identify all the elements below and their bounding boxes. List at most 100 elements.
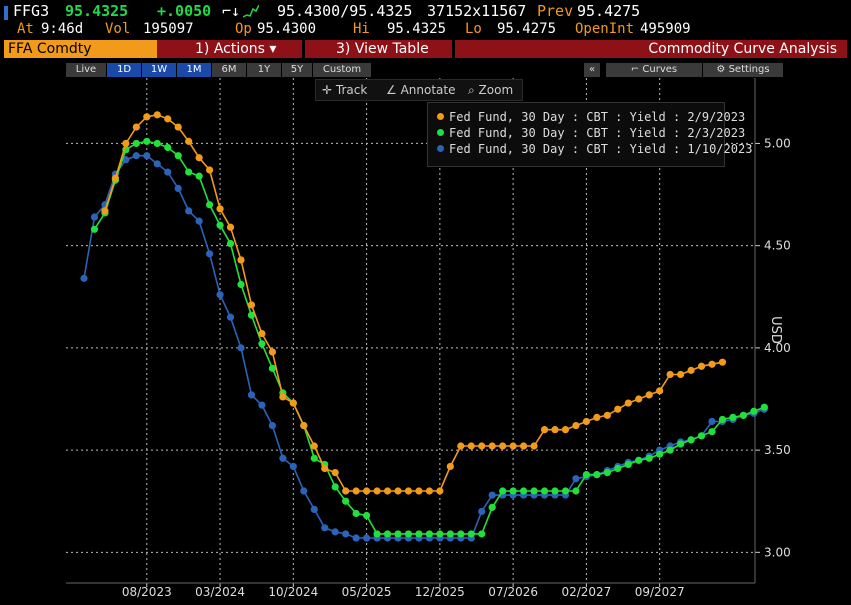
range-6m-button[interactable]: 6M xyxy=(212,63,247,77)
data-point xyxy=(425,530,433,538)
settings-button[interactable]: ⚙ Settings xyxy=(703,63,784,77)
price-change: +.0050 xyxy=(157,2,212,20)
function-bar: FFA Comdty 1) Actions ▾ 3) View Table Co… xyxy=(0,40,851,58)
legend-label: Fed Fund, 30 Day : CBT : Yield : 2/9/202… xyxy=(449,110,746,124)
y-tick-label: 3.00 xyxy=(764,545,791,559)
data-point xyxy=(300,421,308,430)
function-title: Commodity Curve Analysis xyxy=(455,40,847,58)
x-tick-label: 10/2024 xyxy=(268,585,318,599)
data-point xyxy=(342,530,350,538)
data-point xyxy=(729,413,737,421)
annotate-tool[interactable]: ∠ Annotate xyxy=(386,82,456,98)
data-point xyxy=(101,207,109,215)
data-point xyxy=(697,432,706,440)
range-custom-button[interactable]: Custom xyxy=(313,63,372,77)
legend-item-series-3[interactable]: Fed Fund, 30 Day : CBT : Yield : 1/10/20… xyxy=(437,142,752,157)
data-point xyxy=(195,154,203,162)
magnifier-icon: ⌕ xyxy=(468,83,479,97)
data-point xyxy=(760,403,768,411)
range-1d-button[interactable]: 1D xyxy=(107,63,142,77)
data-point xyxy=(718,415,727,424)
open-value: 95.4300 xyxy=(257,21,317,37)
chart-legend: Fed Fund, 30 Day : CBT : Yield : 2/9/202… xyxy=(427,102,752,167)
security-input[interactable]: FFA Comdty xyxy=(4,40,158,58)
data-point xyxy=(572,421,580,430)
range-5y-button[interactable]: 5Y xyxy=(282,63,313,77)
collapse-button[interactable]: « xyxy=(584,63,601,77)
legend-marker-icon xyxy=(437,113,444,120)
data-point xyxy=(739,411,748,419)
range-1w-button[interactable]: 1W xyxy=(142,63,177,77)
data-point xyxy=(687,366,695,374)
range-1y-button[interactable]: 1Y xyxy=(247,63,282,77)
annotate-label: Annotate xyxy=(400,83,456,97)
legend-label: Fed Fund, 30 Day : CBT : Yield : 1/10/20… xyxy=(449,142,753,156)
x-tick-label: 09/2027 xyxy=(635,585,685,599)
data-point xyxy=(624,399,632,407)
y-axis: 3.00 3.50 4.00 4.50 5.00 xyxy=(754,78,791,583)
data-point xyxy=(499,487,507,495)
data-point xyxy=(153,139,161,148)
range-1m-button[interactable]: 1M xyxy=(177,63,212,77)
data-point xyxy=(258,340,266,348)
data-point xyxy=(677,440,685,448)
data-point xyxy=(394,487,402,495)
data-point xyxy=(321,524,329,532)
data-point xyxy=(331,528,339,536)
data-point xyxy=(478,507,486,516)
data-point xyxy=(289,399,297,407)
data-point xyxy=(520,487,528,495)
zoom-tool[interactable]: ⌕ Zoom xyxy=(468,82,513,98)
data-point xyxy=(614,405,622,413)
data-point xyxy=(321,464,329,473)
data-point xyxy=(268,348,276,356)
track-tool[interactable]: ✛ Track xyxy=(322,82,367,98)
data-point xyxy=(540,426,549,434)
data-point xyxy=(206,201,214,209)
y-tick-label: 4.00 xyxy=(764,341,791,355)
data-point xyxy=(247,311,256,319)
data-point xyxy=(708,360,716,368)
data-point xyxy=(153,160,161,168)
data-point xyxy=(300,487,308,495)
data-point xyxy=(185,207,193,215)
openint-value: 495909 xyxy=(640,21,691,37)
data-point xyxy=(446,530,454,538)
data-point xyxy=(363,534,371,542)
data-point xyxy=(488,503,496,511)
curves-button[interactable]: ⌐ Curves xyxy=(606,63,703,77)
data-point xyxy=(132,152,140,160)
data-point xyxy=(467,530,475,538)
data-point xyxy=(195,172,203,180)
data-point xyxy=(635,456,643,464)
x-tick-label: 08/2023 xyxy=(122,585,172,599)
data-point xyxy=(708,428,716,436)
data-point xyxy=(342,487,350,495)
legend-item-series-1[interactable]: Fed Fund, 30 Day : CBT : Yield : 2/9/202… xyxy=(437,110,745,125)
data-point xyxy=(614,464,622,473)
data-point xyxy=(708,417,716,426)
data-point xyxy=(258,329,266,338)
data-point xyxy=(132,123,140,131)
data-point xyxy=(206,250,214,258)
data-point xyxy=(342,497,350,505)
data-point xyxy=(677,370,685,379)
legend-item-series-2[interactable]: Fed Fund, 30 Day : CBT : Yield : 2/3/202… xyxy=(437,126,745,141)
range-live-button[interactable]: Live xyxy=(66,63,107,77)
legend-label: Fed Fund, 30 Day : CBT : Yield : 2/3/202… xyxy=(449,126,746,140)
data-point xyxy=(143,152,151,160)
series-1 xyxy=(101,111,727,495)
data-point xyxy=(363,511,371,520)
data-point xyxy=(153,111,161,119)
bid-ask: 95.4300/95.4325 xyxy=(277,2,413,20)
data-point xyxy=(143,113,151,121)
actions-menu-button[interactable]: 1) Actions ▾ xyxy=(157,40,302,58)
data-point xyxy=(247,301,256,309)
series-3 xyxy=(80,152,768,542)
series-lines xyxy=(80,111,768,542)
data-point xyxy=(478,530,486,538)
data-point xyxy=(216,221,224,229)
view-table-button[interactable]: 3) View Table xyxy=(305,40,452,58)
data-point xyxy=(530,442,538,450)
data-point xyxy=(687,436,695,444)
